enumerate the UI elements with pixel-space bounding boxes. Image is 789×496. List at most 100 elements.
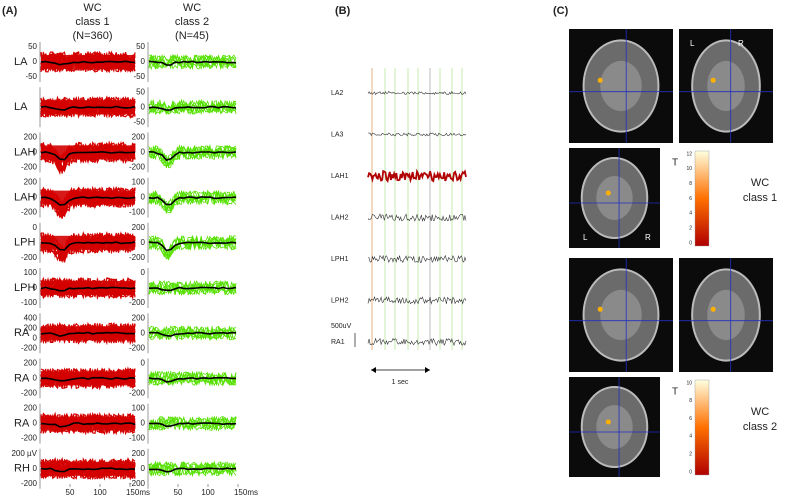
row-label: RH (14, 463, 30, 475)
y-tick-label: 0 (33, 223, 38, 232)
y-tick-label: 50 (136, 42, 145, 51)
mean-waveform (40, 376, 136, 382)
y-tick-label: -200 (129, 343, 146, 352)
eeg-trace (367, 337, 467, 347)
group-title: class 2 (743, 421, 777, 433)
y-tick-label: 200 (24, 359, 38, 368)
mean-waveform (149, 331, 237, 337)
x-tick-label: 50 (66, 488, 75, 496)
y-tick-label: -200 (21, 479, 38, 488)
waveform (148, 234, 237, 260)
time-label: 1 sec (392, 379, 409, 386)
y-tick-label: -200 (129, 163, 146, 172)
y-tick-label: 0 (141, 268, 146, 277)
waveform (148, 461, 237, 477)
waveform (148, 279, 237, 296)
channel-label: RA1 (331, 339, 345, 346)
colorbar-tick: 2 (689, 225, 692, 231)
y-tick-label: -200 (129, 389, 146, 398)
y-tick-label: 0 (141, 419, 146, 428)
group-title: WC (751, 177, 769, 189)
eeg-trace (367, 254, 467, 264)
waveform (148, 324, 237, 341)
orientation-label: R (738, 39, 744, 48)
colorbar-unit: T (672, 387, 678, 398)
mean-waveform (40, 331, 136, 338)
y-tick-label: 0 (33, 193, 38, 202)
mean-waveform (148, 60, 237, 66)
channel-label: LA2 (331, 90, 344, 97)
activation (597, 306, 603, 312)
y-tick-label: -200 (21, 253, 38, 262)
brain-detail (600, 60, 642, 112)
column-title: class 1 (75, 16, 109, 28)
panel-label: (A) (2, 5, 18, 17)
waveform (148, 461, 237, 478)
orientation-label: L (690, 39, 695, 48)
panel-label: (C) (553, 5, 569, 17)
waveform (148, 415, 237, 432)
row-label: RA (14, 372, 30, 384)
mean-waveform (148, 377, 236, 383)
y-tick-label: 0 (33, 333, 38, 342)
y-tick-label: 50 (28, 42, 37, 51)
waveform (148, 370, 237, 386)
activation (605, 419, 611, 425)
row-label: LPH (14, 237, 35, 249)
colorbar-tick: 6 (689, 196, 692, 202)
mean-waveform (40, 196, 136, 206)
y-tick-label: 0 (33, 464, 38, 473)
row-label: LA (14, 56, 28, 68)
waveform (148, 280, 237, 296)
channel-label: LAH1 (331, 173, 349, 180)
colorbar (694, 150, 710, 247)
y-tick-label: 0 (33, 283, 38, 292)
panel-label: (B) (335, 5, 351, 17)
activation (710, 306, 716, 312)
column-title: class 2 (175, 16, 209, 28)
y-tick-label: -200 (21, 343, 38, 352)
row-label: RA (14, 418, 30, 430)
colorbar-tick: 0 (689, 469, 692, 475)
y-tick-label: 0 (141, 193, 146, 202)
colorbar-tick: 8 (689, 181, 692, 187)
waveform (148, 98, 237, 115)
y-tick-label: -50 (133, 117, 145, 126)
waveform (148, 54, 237, 70)
orientation-label: R (645, 233, 651, 242)
mean-waveform (40, 150, 136, 161)
colorbar-tick: 6 (689, 416, 692, 422)
y-tick-label: 50 (136, 87, 145, 96)
column-title: (N=45) (175, 30, 209, 42)
waveform (149, 415, 237, 431)
y-tick-label: -200 (21, 208, 38, 217)
activation (710, 77, 716, 83)
y-tick-label: 400 (24, 313, 38, 322)
y-tick-label: -100 (129, 208, 146, 217)
waveform (148, 325, 237, 342)
x-tick-label: 100 (201, 488, 215, 496)
y-tick-label: 100 (132, 178, 146, 187)
colorbar (694, 379, 710, 476)
y-tick-label: -100 (129, 434, 146, 443)
colorbar-tick: 4 (689, 434, 692, 440)
brain-detail (596, 405, 633, 449)
colorbar-tick: 8 (689, 398, 692, 404)
waveform (148, 234, 237, 261)
y-tick-label: 0 (33, 57, 38, 66)
y-tick-label: 200 (24, 404, 38, 413)
mean-waveform (148, 105, 237, 111)
y-tick-label: -200 (129, 253, 146, 262)
y-tick-label: 100 (24, 268, 38, 277)
mean-waveform (148, 467, 237, 473)
x-tick-label: 150ms (234, 488, 258, 496)
y-tick-label: 0 (141, 328, 146, 337)
y-tick-label: -200 (21, 434, 38, 443)
mean-waveform (148, 241, 237, 252)
column-title: WC (83, 2, 101, 14)
y-tick-label: 0 (141, 57, 146, 66)
colorbar-tick: 0 (689, 240, 692, 246)
mean-waveform (148, 196, 237, 206)
y-tick-label: 200 (24, 133, 38, 142)
row-label: LAH (14, 146, 35, 158)
